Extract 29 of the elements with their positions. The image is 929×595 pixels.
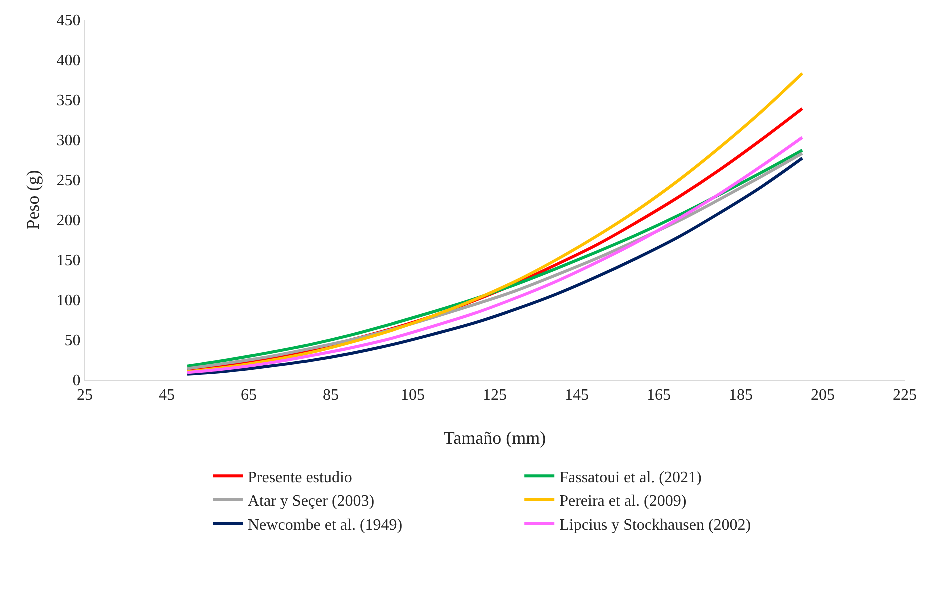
x-tick-label: 105 [401,387,425,404]
y-tick-label: 0 [72,372,81,390]
x-tick-label: 185 [729,387,753,404]
x-tick-label: 65 [241,387,257,404]
x-tick-label: 145 [565,387,589,404]
y-tick-label: 350 [56,92,81,110]
legend-label: Pereira et al. (2009) [560,493,687,510]
y-tick-label: 100 [56,292,81,310]
x-tick-label: 205 [811,387,835,404]
y-axis-title: Peso (g) [23,170,43,230]
y-tick-label: 200 [56,212,81,230]
x-tick-label: 45 [159,387,175,404]
x-axis-title: Tamaño (mm) [444,428,546,448]
x-tick-label: 225 [893,387,917,404]
legend-label: Fassatoui et al. (2021) [560,469,702,486]
x-tick-label: 125 [483,387,507,404]
x-tick-label: 165 [647,387,671,404]
legend-label: Presente estudio [248,469,352,486]
x-tick-label: 25 [77,387,93,404]
y-tick-label: 300 [56,132,81,150]
legend-label: Newcombe et al. (1949) [248,516,403,534]
y-tick-label: 150 [56,252,81,270]
x-tick-label: 85 [323,387,339,404]
y-tick-label: 400 [56,52,81,70]
y-tick-label: 450 [56,12,81,30]
legend-label: Atar y Seçer (2003) [248,493,375,510]
legend-label: Lipcius y Stockhausen (2002) [560,516,752,534]
y-tick-label: 250 [56,172,81,190]
y-tick-label: 50 [64,332,81,350]
